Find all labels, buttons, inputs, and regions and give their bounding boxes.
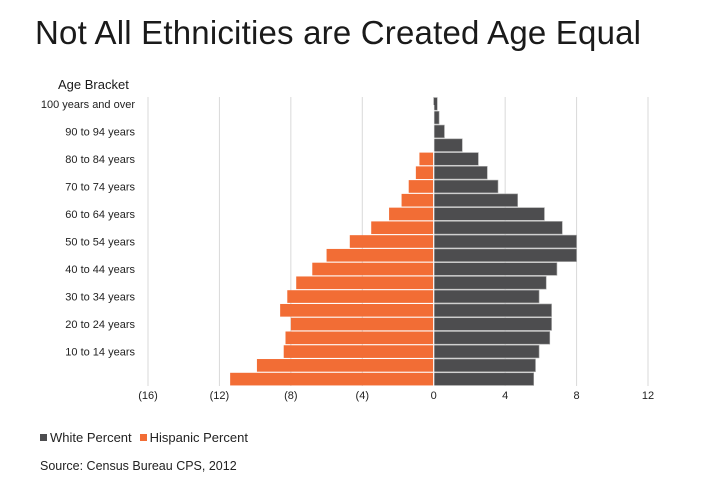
bar-white-17: [433, 331, 551, 345]
y-axis-title: Age Bracket: [58, 77, 129, 92]
category-label-6: 40 to 44 years: [65, 264, 135, 276]
bar-white-1: [433, 111, 440, 125]
bar-hispanic-9: [371, 221, 434, 235]
bar-hispanic-12: [312, 262, 434, 276]
x-tick-label-7: 12: [642, 390, 654, 402]
bar-white-18: [433, 344, 540, 359]
bar-hispanic-6: [408, 180, 434, 193]
bar-hispanic-18: [283, 345, 434, 358]
bar-white-16: [433, 317, 552, 331]
bar-hispanic-19: [256, 359, 434, 372]
x-tick-label-5: 4: [502, 390, 508, 402]
bar-white-20: [433, 372, 535, 386]
bar-white-7: [433, 193, 518, 207]
category-label-9: 10 to 14 years: [65, 347, 135, 359]
bar-white-0: [433, 97, 438, 111]
bar-hispanic-17: [285, 331, 434, 345]
x-tick-label-3: (4): [356, 390, 369, 402]
bar-white-19: [433, 358, 536, 372]
category-label-2: 80 to 84 years: [65, 154, 135, 166]
legend-swatch-white: [40, 434, 47, 441]
bar-hispanic-15: [280, 303, 434, 317]
bar-hispanic-4: [419, 152, 434, 166]
x-tick-label-2: (8): [284, 390, 297, 402]
bar-white-4: [433, 152, 479, 166]
bar-white-15: [433, 303, 552, 317]
legend-label-white: White Percent: [50, 430, 132, 445]
bar-hispanic-20: [230, 372, 434, 386]
legend-item-white: White Percent: [40, 430, 132, 445]
category-label-0: 100 years and over: [41, 99, 136, 111]
bar-hispanic-16: [290, 317, 434, 331]
source-note: Source: Census Bureau CPS, 2012: [40, 459, 237, 473]
category-label-8: 20 to 24 years: [65, 319, 135, 331]
bar-white-12: [433, 262, 558, 276]
category-label-7: 30 to 34 years: [65, 292, 135, 304]
legend-swatch-hispanic: [139, 434, 147, 441]
bar-hispanic-13: [296, 276, 434, 290]
x-tick-label-4: 0: [431, 390, 437, 402]
category-label-5: 50 to 54 years: [65, 237, 135, 249]
legend-item-hispanic: Hispanic Percent: [139, 430, 248, 445]
bar-white-9: [433, 221, 563, 235]
legend-label-hispanic: Hispanic Percent: [149, 430, 248, 445]
bar-white-6: [433, 179, 499, 194]
bar-hispanic-7: [401, 193, 434, 207]
bar-hispanic-8: [389, 207, 434, 221]
category-label-3: 70 to 74 years: [65, 181, 135, 193]
bar-white-13: [433, 276, 547, 290]
x-tick-label-6: 8: [574, 390, 580, 402]
bar-white-3: [433, 138, 463, 152]
bar-white-8: [433, 207, 545, 221]
bar-white-11: [433, 248, 577, 262]
chart-title: Not All Ethnicities are Created Age Equa…: [35, 14, 642, 51]
bar-hispanic-10: [349, 235, 434, 248]
chart-legend: White Percent Hispanic Percent: [40, 430, 256, 445]
bar-white-14: [433, 289, 540, 304]
bar-white-5: [433, 166, 488, 180]
category-label-4: 60 to 64 years: [65, 209, 135, 221]
x-tick-label-1: (12): [210, 390, 230, 402]
category-label-1: 90 to 94 years: [65, 126, 135, 138]
bar-hispanic-5: [415, 166, 434, 180]
x-tick-label-0: (16): [138, 390, 158, 402]
bar-hispanic-11: [326, 248, 434, 262]
bar-hispanic-14: [287, 290, 434, 303]
bar-white-10: [433, 234, 577, 249]
bar-white-2: [433, 124, 445, 139]
